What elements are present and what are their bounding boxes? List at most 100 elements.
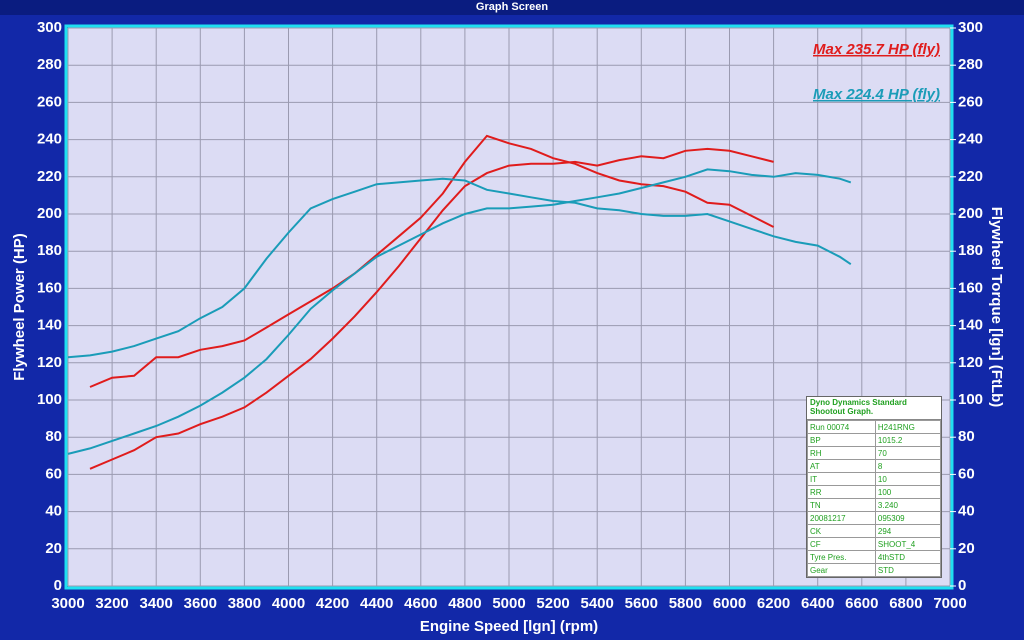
x-tick-label: 5600: [625, 595, 658, 612]
y-tick-label: 300: [37, 19, 62, 36]
x-tick-label: 6400: [801, 595, 834, 612]
info-row: RH 70: [807, 446, 942, 460]
info-row: CF SHOOT_4: [807, 537, 942, 551]
x-tick-label: 5400: [581, 595, 614, 612]
info-cell: 20081217: [807, 511, 876, 525]
x-tick-label: 3000: [51, 595, 84, 612]
window-title: Graph Screen: [0, 0, 1024, 15]
y2-tick-label: 200: [958, 205, 983, 222]
x-tick-label: 5000: [492, 595, 525, 612]
annotation: Max 235.7 HP (fly): [813, 41, 940, 58]
y-tick-label: 80: [45, 428, 62, 445]
info-grid: Run 00074 H241RNG BP 1015.2 RH 70 AT 8 IT 10 RR 100…: [807, 420, 942, 577]
info-cell: Gear: [807, 563, 876, 577]
series-line: [67, 168, 852, 455]
x-tick-label: 4000: [272, 595, 305, 612]
x-tick-label: 6200: [757, 595, 790, 612]
y-tick-label: 60: [45, 465, 62, 482]
series-line: [89, 134, 775, 388]
x-tick-label: 4800: [448, 595, 481, 612]
x-tick-label: 6600: [845, 595, 878, 612]
info-cell: SHOOT_4: [874, 537, 942, 551]
info-row: AT 8: [807, 459, 942, 473]
y2-tick-label: 180: [958, 242, 983, 259]
y-tick-label: 220: [37, 168, 62, 185]
y-tick-label: 0: [54, 577, 62, 594]
y2-tick-label: 260: [958, 93, 983, 110]
y2-tick-label: 280: [958, 56, 983, 73]
info-table: Dyno Dynamics Standard Shootout Graph. R…: [806, 396, 942, 578]
info-cell: 70: [874, 446, 942, 460]
y2-tick-label: 40: [958, 503, 975, 520]
x-tick-label: 4400: [360, 595, 393, 612]
info-cell: 8: [874, 459, 942, 473]
y2-tick-label: 240: [958, 131, 983, 148]
x-tick-label: 3800: [228, 595, 261, 612]
info-row: CK 294: [807, 524, 942, 538]
y-tick-label: 280: [37, 56, 62, 73]
series-line: [89, 147, 774, 470]
info-row: Run 00074 H241RNG: [807, 420, 942, 434]
y2-tick-label: 140: [958, 317, 983, 334]
info-row: 20081217 095309: [807, 511, 942, 525]
y2-tick-label: 0: [958, 577, 966, 594]
info-cell: 10: [874, 472, 942, 486]
x-tick-label: 4600: [404, 595, 437, 612]
x-tick-label: 5200: [536, 595, 569, 612]
info-row: TN 3.240: [807, 498, 942, 512]
annotation: Max 224.4 HP (fly): [813, 86, 940, 103]
x-tick-label: 6000: [713, 595, 746, 612]
chart: Engine Speed [lgn] (rpm) Flywheel Power …: [11, 19, 1005, 635]
info-cell: 294: [874, 524, 942, 538]
y2-tick-label: 20: [958, 540, 975, 557]
y-tick-label: 160: [37, 279, 62, 296]
info-cell: 4thSTD: [874, 550, 942, 564]
info-cell: 3.240: [874, 498, 942, 512]
x-tick-label: 3400: [140, 595, 173, 612]
y-tick-label: 200: [37, 205, 62, 222]
info-cell: 095309: [874, 511, 942, 525]
y2-tick-label: 60: [958, 465, 975, 482]
y-tick-label: 240: [37, 131, 62, 148]
x-tick-label: 3200: [95, 595, 128, 612]
x-axis-label: Engine Speed [lgn] (rpm): [420, 618, 598, 635]
y2-tick-label: 120: [958, 354, 983, 371]
y-tick-label: 100: [37, 391, 62, 408]
y-tick-label: 20: [45, 540, 62, 557]
info-cell: STD: [874, 563, 942, 577]
series-line: [67, 177, 852, 359]
info-cell: BP: [807, 433, 876, 447]
info-row: BP 1015.2: [807, 433, 942, 447]
info-cell: TN: [807, 498, 876, 512]
info-cell: Run 00074: [807, 420, 876, 434]
info-title: Dyno Dynamics Standard Shootout Graph.: [807, 397, 941, 420]
info-cell: RR: [807, 485, 876, 499]
y2-tick-label: 300: [958, 19, 983, 36]
y-tick-label: 140: [37, 317, 62, 334]
info-cell: RH: [807, 446, 876, 460]
info-cell: Tyre Pres.: [807, 550, 876, 564]
y-tick-label: 120: [37, 354, 62, 371]
info-row: Tyre Pres. 4thSTD: [807, 550, 942, 564]
x-tick-label: 7000: [933, 595, 966, 612]
y2-axis-label: Flywheel Torque [lgn] (FtLb): [988, 207, 1005, 408]
info-cell: CF: [807, 537, 876, 551]
x-tick-label: 3600: [184, 595, 217, 612]
y-tick-label: 260: [37, 93, 62, 110]
info-cell: AT: [807, 459, 876, 473]
info-row: RR 100: [807, 485, 942, 499]
x-tick-label: 6800: [889, 595, 922, 612]
info-cell: CK: [807, 524, 876, 538]
info-cell: H241RNG: [874, 420, 942, 434]
y-axis-label: Flywheel Power (HP): [11, 233, 28, 381]
info-cell: 1015.2: [874, 433, 942, 447]
y2-tick-label: 80: [958, 428, 975, 445]
info-row: IT 10: [807, 472, 942, 486]
y2-tick-label: 160: [958, 279, 983, 296]
y-tick-label: 40: [45, 503, 62, 520]
y2-tick-label: 100: [958, 391, 983, 408]
info-cell: 100: [874, 485, 942, 499]
x-tick-label: 5800: [669, 595, 702, 612]
plot-border: [64, 24, 954, 590]
